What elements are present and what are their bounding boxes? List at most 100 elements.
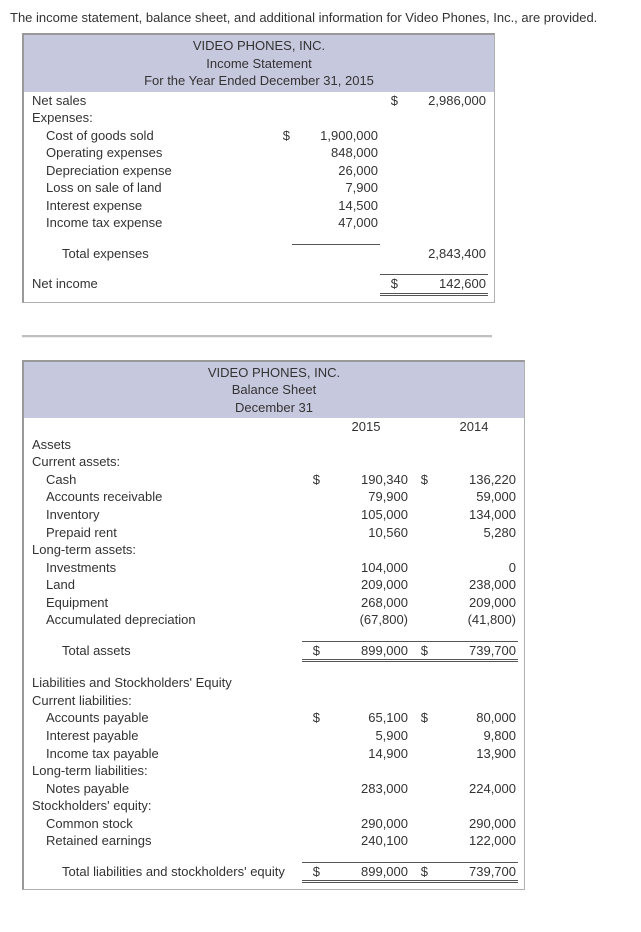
- cash-2014: 136,220: [430, 471, 518, 489]
- common-2015: 290,000: [322, 815, 410, 833]
- total-exp-value: 2,843,400: [400, 245, 488, 263]
- is-period: For the Year Ended December 31, 2015: [24, 72, 494, 90]
- section-divider: [22, 335, 492, 338]
- bs-title: Balance Sheet: [24, 381, 524, 399]
- currency-symbol: $: [410, 471, 430, 489]
- land-2014: 238,000: [430, 576, 518, 594]
- opex-label: Operating expenses: [30, 144, 272, 162]
- table-row: Retained earnings 240,100 122,000: [30, 832, 518, 850]
- intpay-2014: 9,800: [430, 727, 518, 745]
- table-row: Interest payable 5,900 9,800: [30, 727, 518, 745]
- total-lse-2014: 739,700: [430, 862, 518, 880]
- table-row: 2015 2014: [30, 418, 518, 436]
- tax-label: Income tax expense: [30, 214, 272, 232]
- invest-2014: 0: [430, 559, 518, 577]
- total-assets-label: Total assets: [30, 641, 302, 659]
- tax-value: 47,000: [292, 214, 380, 232]
- re-2014: 122,000: [430, 832, 518, 850]
- accdep-label: Accumulated depreciation: [30, 611, 302, 629]
- table-row: Inventory 105,000 134,000: [30, 506, 518, 524]
- cash-2015: 190,340: [322, 471, 410, 489]
- cogs-label: Cost of goods sold: [30, 127, 272, 145]
- accdep-2015: (67,800): [322, 611, 410, 629]
- notes-2015: 283,000: [322, 780, 410, 798]
- table-row: Land 209,000 238,000: [30, 576, 518, 594]
- opex-value: 848,000: [292, 144, 380, 162]
- dep-label: Depreciation expense: [30, 162, 272, 180]
- common-2014: 290,000: [430, 815, 518, 833]
- equip-2015: 268,000: [322, 594, 410, 612]
- current-assets-label: Current assets:: [30, 453, 302, 471]
- income-statement-box: VIDEO PHONES, INC. Income Statement For …: [22, 33, 495, 303]
- currency-symbol: $: [302, 641, 322, 659]
- is-title: Income Statement: [24, 55, 494, 73]
- total-assets-2015: 899,000: [322, 641, 410, 659]
- table-row: Investments 104,000 0: [30, 559, 518, 577]
- prepaid-2015: 10,560: [322, 524, 410, 542]
- int-value: 14,500: [292, 197, 380, 215]
- lt-assets-label: Long-term assets:: [30, 541, 302, 559]
- income-statement-table: Net sales $ 2,986,000 Expenses: Cost of …: [30, 92, 488, 296]
- ar-label: Accounts receivable: [30, 488, 302, 506]
- table-row: Accounts payable $ 65,100 $ 80,000: [30, 709, 518, 727]
- table-row: Cost of goods sold $ 1,900,000: [30, 127, 488, 145]
- net-sales-value: 2,986,000: [400, 92, 488, 110]
- land-2015: 209,000: [322, 576, 410, 594]
- ap-2014: 80,000: [430, 709, 518, 727]
- table-row: Depreciation expense 26,000: [30, 162, 488, 180]
- int-label: Interest expense: [30, 197, 272, 215]
- taxpay-2015: 14,900: [322, 745, 410, 763]
- invest-2015: 104,000: [322, 559, 410, 577]
- table-row: Total liabilities and stockholders' equi…: [30, 862, 518, 880]
- loss-value: 7,900: [292, 179, 380, 197]
- table-row: Stockholders' equity:: [30, 797, 518, 815]
- dep-value: 26,000: [292, 162, 380, 180]
- currency-symbol: $: [410, 709, 430, 727]
- table-row: Prepaid rent 10,560 5,280: [30, 524, 518, 542]
- notes-label: Notes payable: [30, 780, 302, 798]
- table-row: Common stock 290,000 290,000: [30, 815, 518, 833]
- re-label: Retained earnings: [30, 832, 302, 850]
- table-row: Current assets:: [30, 453, 518, 471]
- currency-symbol: $: [410, 862, 430, 880]
- taxpay-2014: 13,900: [430, 745, 518, 763]
- land-label: Land: [30, 576, 302, 594]
- table-row: Net income $ 142,600: [30, 275, 488, 293]
- total-lse-label: Total liabilities and stockholders' equi…: [30, 862, 302, 880]
- balance-sheet-table: 2015 2014 Assets Current assets: Cash $ …: [30, 418, 518, 883]
- table-row: Long-term liabilities:: [30, 762, 518, 780]
- table-row: Total expenses 2,843,400: [30, 245, 488, 263]
- ar-2014: 59,000: [430, 488, 518, 506]
- prepaid-2014: 5,280: [430, 524, 518, 542]
- table-row: Interest expense 14,500: [30, 197, 488, 215]
- table-row: Expenses:: [30, 109, 488, 127]
- total-lse-2015: 899,000: [322, 862, 410, 880]
- is-company-name: VIDEO PHONES, INC.: [24, 37, 494, 55]
- table-row: Cash $ 190,340 $ 136,220: [30, 471, 518, 489]
- equip-2014: 209,000: [430, 594, 518, 612]
- intpay-2015: 5,900: [322, 727, 410, 745]
- bs-date: December 31: [24, 399, 524, 417]
- equip-label: Equipment: [30, 594, 302, 612]
- table-row: Liabilities and Stockholders' Equity: [30, 674, 518, 692]
- currency-symbol: $: [302, 709, 322, 727]
- table-row: Income tax payable 14,900 13,900: [30, 745, 518, 763]
- ar-2015: 79,900: [322, 488, 410, 506]
- inv-2014: 134,000: [430, 506, 518, 524]
- ap-2015: 65,100: [322, 709, 410, 727]
- table-row: Accounts receivable 79,900 59,000: [30, 488, 518, 506]
- currency-symbol: $: [272, 127, 292, 145]
- cash-label: Cash: [30, 471, 302, 489]
- balance-sheet-header: VIDEO PHONES, INC. Balance Sheet Decembe…: [24, 362, 524, 419]
- se-label: Stockholders' equity:: [30, 797, 302, 815]
- currency-symbol: $: [380, 275, 400, 293]
- re-2015: 240,100: [322, 832, 410, 850]
- loss-label: Loss on sale of land: [30, 179, 272, 197]
- net-income-value: 142,600: [400, 275, 488, 293]
- bs-company-name: VIDEO PHONES, INC.: [24, 364, 524, 382]
- table-row: Current liabilities:: [30, 692, 518, 710]
- table-row: Net sales $ 2,986,000: [30, 92, 488, 110]
- table-row: Income tax expense 47,000: [30, 214, 488, 232]
- total-exp-label: Total expenses: [30, 245, 272, 263]
- col-2015-header: 2015: [322, 418, 410, 436]
